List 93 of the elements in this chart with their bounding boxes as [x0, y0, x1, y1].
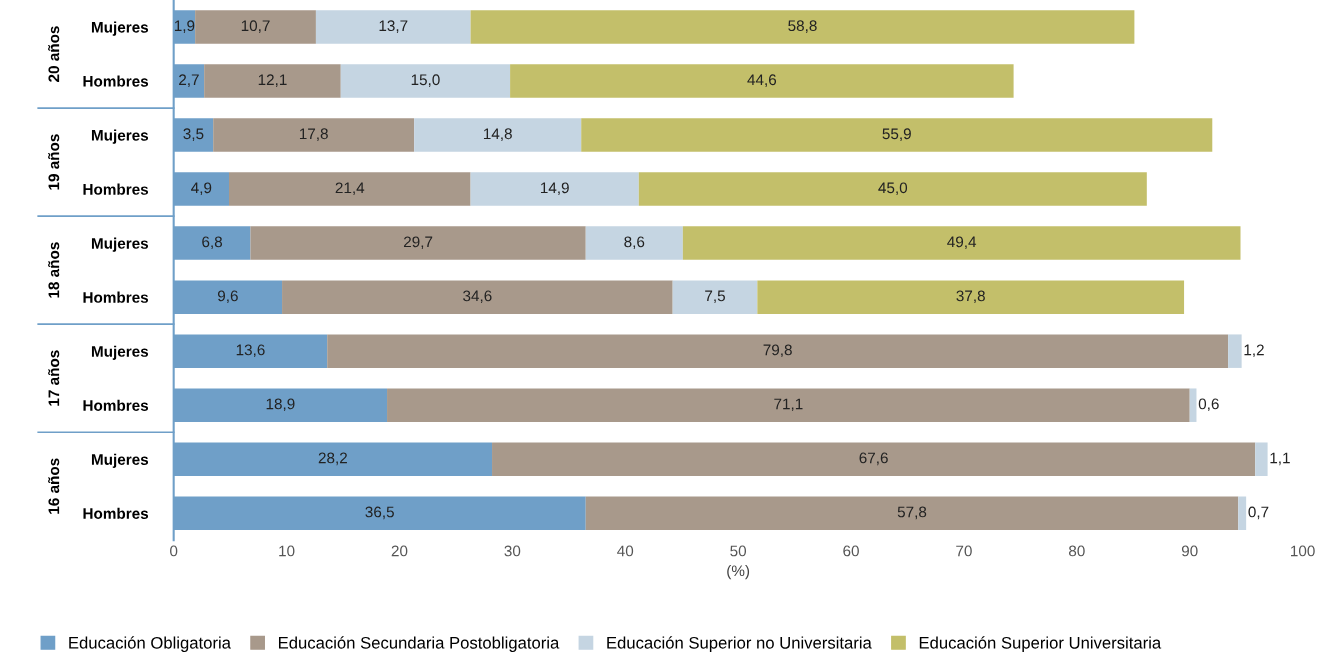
bar	[1228, 334, 1242, 368]
data-label: 37,8	[956, 290, 985, 304]
legend-label: Educación Superior Universitaria	[919, 636, 1162, 652]
data-label: 57,8	[897, 506, 927, 520]
data-label: 45,0	[878, 182, 908, 195]
data-label: 15,0	[411, 74, 440, 87]
data-label: 0,7	[1248, 506, 1269, 520]
x-tick-label: 80	[1068, 545, 1085, 557]
y-tick-label: Mujeres	[91, 129, 149, 144]
bar	[585, 226, 683, 260]
y-tick-label: Hombres	[83, 291, 149, 303]
data-label: 21,4	[335, 182, 365, 195]
data-label: 10,7	[241, 20, 270, 33]
bar	[757, 280, 1185, 314]
x-tick-label: 0	[170, 545, 178, 557]
bar	[213, 118, 415, 152]
data-label: 44,6	[747, 74, 777, 87]
y-tick-label: Mujeres	[91, 453, 149, 468]
data-label: 9,6	[217, 290, 238, 304]
data-label: 18,9	[266, 398, 295, 412]
data-label: 1,9	[174, 20, 195, 33]
bar	[229, 172, 471, 206]
data-label: 67,6	[859, 452, 888, 466]
data-label: 36,5	[365, 506, 394, 520]
bar	[682, 226, 1241, 260]
x-tick-label: 90	[1181, 545, 1198, 557]
data-label: 71,1	[774, 398, 803, 412]
bar	[1255, 442, 1268, 476]
data-label: 3,5	[183, 128, 204, 141]
text: 16 años	[48, 458, 60, 514]
legend-label: Educación Obligatoria	[69, 636, 231, 652]
data-label: 7,5	[705, 290, 725, 304]
data-label: 6,8	[202, 236, 223, 250]
data-label: 49,4	[947, 236, 977, 250]
bar	[672, 280, 758, 314]
x-tick-label: 100	[1291, 545, 1315, 557]
y-tick-label: Hombres	[83, 507, 149, 519]
x-tick-label: 70	[956, 545, 972, 557]
data-label: 12,1	[258, 74, 287, 87]
text: 17 años	[48, 350, 60, 406]
bar	[581, 118, 1213, 152]
bar	[1238, 496, 1247, 530]
data-label: 13,6	[236, 344, 265, 358]
bar	[340, 64, 511, 98]
bar	[315, 10, 471, 44]
bar	[282, 280, 673, 314]
data-label: 13,7	[379, 20, 408, 33]
bar	[387, 388, 1190, 422]
bar	[510, 64, 1014, 98]
bar	[1189, 388, 1197, 422]
text: 20 años	[48, 26, 60, 82]
bar	[204, 64, 341, 98]
x-tick-label: 20	[391, 545, 408, 557]
text: 18 años	[48, 242, 60, 298]
y-tick-label: Mujeres	[91, 237, 149, 252]
data-label: 0,6	[1198, 398, 1219, 412]
data-label: 17,8	[299, 128, 328, 141]
x-tick-label: 60	[843, 545, 859, 557]
data-label: 2,7	[179, 74, 199, 87]
y-tick-label: Mujeres	[91, 345, 149, 360]
x-tick-label: 10	[279, 545, 295, 557]
data-label: 8,6	[624, 236, 645, 250]
bar	[470, 10, 1135, 44]
y-tick-label: Hombres	[83, 399, 149, 411]
y-tick-label: Hombres	[83, 183, 149, 195]
text: 19 años	[48, 134, 60, 190]
data-label: 1,2	[1244, 344, 1264, 358]
bar	[414, 118, 582, 152]
data-label: 79,8	[763, 344, 792, 358]
data-label: 28,2	[318, 452, 347, 466]
data-label: 34,6	[463, 290, 492, 304]
bar	[327, 334, 1229, 368]
bar	[638, 172, 1147, 206]
legend-label: Educación Secundaria Postobligatoria	[278, 636, 560, 652]
y-tick-label: Hombres	[83, 75, 149, 87]
bar	[470, 172, 639, 206]
x-tick-label: 30	[504, 545, 521, 557]
x-tick-label: 40	[617, 545, 634, 557]
x-tick-label: 50	[730, 545, 747, 557]
data-label: 55,9	[882, 128, 911, 141]
bar	[250, 226, 586, 260]
data-label: 14,8	[483, 128, 512, 141]
data-label: 58,8	[788, 20, 817, 33]
bar	[492, 442, 1256, 476]
data-label: 1,1	[1270, 452, 1290, 466]
data-label: 14,9	[540, 182, 569, 195]
data-label: 29,7	[403, 236, 433, 250]
data-label: 4,9	[191, 182, 212, 195]
legend-label: Educación Superior no Universitaria	[607, 636, 872, 652]
bar	[195, 10, 316, 44]
y-tick-label: Mujeres	[91, 21, 149, 36]
bar	[585, 496, 1239, 530]
x-axis-title: (%)	[727, 564, 750, 580]
